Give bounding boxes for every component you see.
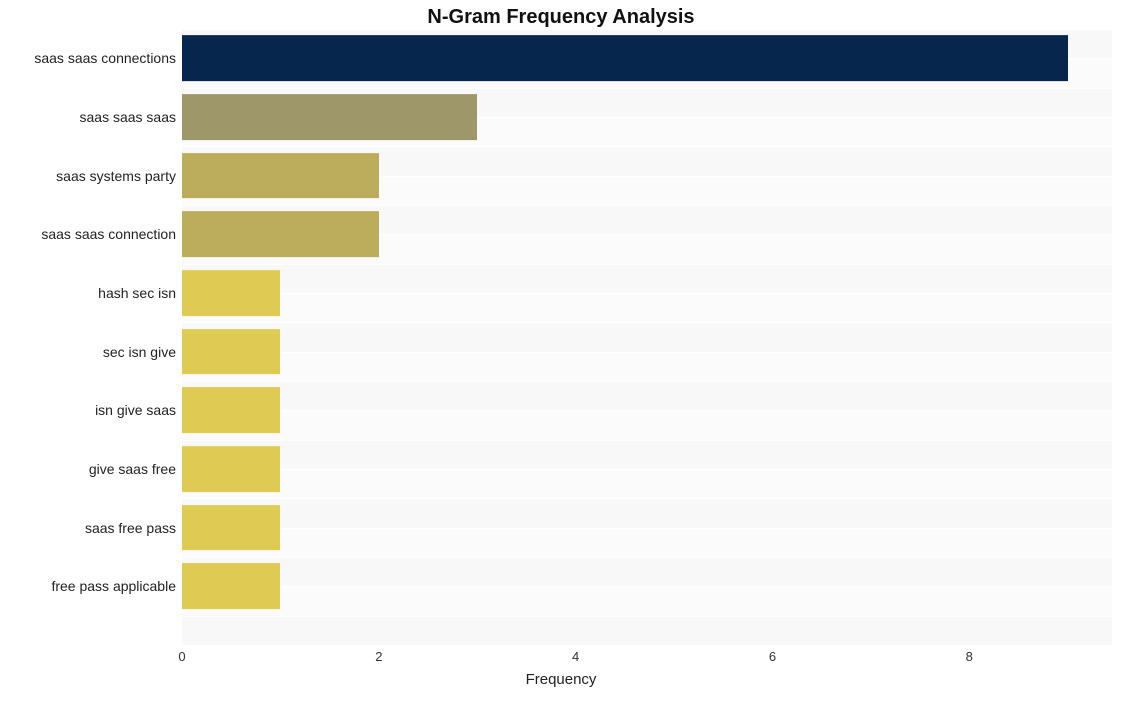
bar [182,446,280,492]
plot-area [182,29,1112,645]
y-tick-label: saas saas connections [0,29,182,88]
chart-title: N-Gram Frequency Analysis [0,0,1122,29]
x-tick-label: 4 [572,649,579,664]
x-axis-row: 0 2 4 6 8 [0,645,1122,669]
y-tick-label: sec isn give [0,322,182,381]
bar [182,505,280,551]
y-tick-label: saas saas connection [0,205,182,264]
y-axis-labels: saas saas connectionssaas saas saassaas … [0,29,182,645]
bar [182,35,1068,81]
bar [182,270,280,316]
bar [182,153,379,199]
x-tick-label: 0 [178,649,185,664]
y-tick-label: give saas free [0,440,182,499]
x-tick-label: 2 [375,649,382,664]
y-tick-label: free pass applicable [0,557,182,616]
bar [182,211,379,257]
x-axis-ticks: 02468 [182,645,1112,669]
y-tick-label: hash sec isn [0,264,182,323]
bar [182,387,280,433]
ngram-chart: N-Gram Frequency Analysis saas saas conn… [0,0,1122,701]
y-tick-label: saas systems party [0,146,182,205]
bars-layer [182,29,1112,645]
x-tick-label: 6 [769,649,776,664]
bar [182,94,477,140]
plot-row: saas saas connectionssaas saas saassaas … [0,29,1122,645]
bar [182,329,280,375]
y-tick-label: saas saas saas [0,88,182,147]
y-tick-label: saas free pass [0,498,182,557]
y-tick-label: isn give saas [0,381,182,440]
bar [182,564,280,610]
x-axis-label: Frequency [0,671,1122,688]
x-tick-label: 8 [966,649,973,664]
